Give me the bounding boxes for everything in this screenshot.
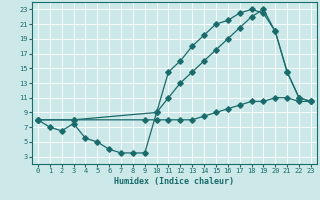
X-axis label: Humidex (Indice chaleur): Humidex (Indice chaleur) — [115, 177, 234, 186]
